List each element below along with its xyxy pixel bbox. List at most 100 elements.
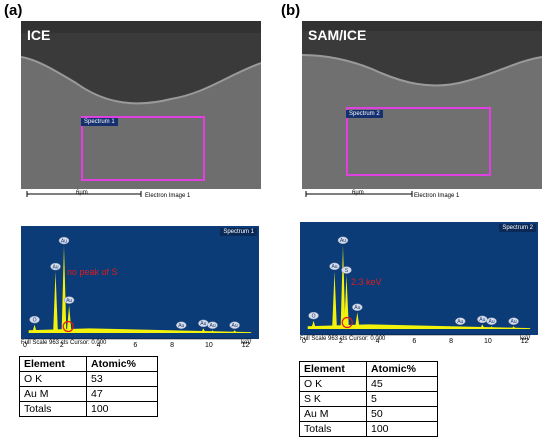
tick-label: 0 <box>302 338 306 345</box>
spectrum-peak <box>53 271 58 333</box>
peak-label: Au <box>511 319 517 325</box>
tick-label: 2 <box>60 342 64 349</box>
table-cell: Au M <box>299 406 367 422</box>
scale-text-a: 6µm <box>76 190 88 196</box>
peak-marker <box>58 236 70 245</box>
scale-text-b: 6µm <box>352 190 364 196</box>
peak-marker <box>352 303 363 312</box>
table-cell: 53 <box>86 371 158 387</box>
peak-marker <box>455 317 466 325</box>
continuum-fill <box>28 328 252 333</box>
peak-label: S <box>345 268 349 274</box>
eds-footer-a: Full Scale 963 cts Cursor: 0.000 <box>21 340 107 346</box>
peak-marker <box>176 321 187 329</box>
image-label-a: Electron Image 1 <box>145 193 191 199</box>
peak-label: Au <box>354 305 360 311</box>
tick-label: 12 <box>242 342 250 349</box>
peak-label: Au <box>178 323 184 329</box>
roi-label-a: Spectrum 1 <box>81 118 118 126</box>
spectrum-peak <box>354 312 360 329</box>
table-header-row: Element Atomic% <box>299 361 438 377</box>
table-cell: 50 <box>366 406 438 422</box>
sem-texture-b <box>302 21 542 189</box>
peak-marker <box>50 262 61 271</box>
spectrum-peak <box>340 245 346 329</box>
table-row: O K 53 <box>19 371 158 387</box>
scalebar-b: 6µm Electron Image 1 <box>302 189 542 209</box>
tick-label: 6 <box>412 338 416 345</box>
spectrum-peak <box>61 245 67 333</box>
peak-label: Au <box>200 321 206 327</box>
panel-b-letter: (b) <box>281 2 301 19</box>
tick-label: 8 <box>170 342 174 349</box>
peak-marker <box>29 315 40 324</box>
peak-label: Au <box>479 317 485 323</box>
peak-label: Au <box>488 319 494 325</box>
spectrum-peak <box>344 275 349 329</box>
table-cell: O K <box>299 376 367 392</box>
panel-a-letter: (a) <box>4 2 23 19</box>
table-cell: Totals <box>299 421 367 437</box>
peak-label: O <box>33 317 37 323</box>
peak-label: Au <box>61 238 67 244</box>
table-cell: 47 <box>86 386 158 402</box>
eds-footer-b: Full Scale 963 cts Cursor: 0.000 <box>300 336 386 342</box>
eds-spectrum-label-a: Spectrum 1 <box>220 228 257 236</box>
peak-label: O <box>312 313 316 319</box>
peak-label: Au <box>209 323 215 329</box>
annotation-circle <box>341 316 353 329</box>
spectrum-peak <box>32 324 37 333</box>
tick-label: 10 <box>205 342 213 349</box>
table-row: Au M 50 <box>299 406 438 422</box>
table-header-element: Element <box>19 356 87 372</box>
annotation-b: 2.3 keV <box>351 277 382 287</box>
peak-marker <box>63 296 75 304</box>
table-row: Totals 100 <box>299 421 438 437</box>
table-cell: O K <box>19 371 87 387</box>
peak-marker <box>207 321 218 329</box>
spectrum-peak <box>511 326 517 329</box>
peak-label: Au <box>457 319 463 325</box>
sem-label-a: ICE <box>27 27 51 43</box>
eds-chart-b: O Au Au S Au Au Au Au Au 0 2 4 6 8 10 12 Spectrum 2 Ful… <box>300 222 538 345</box>
peak-marker <box>308 311 319 320</box>
peak-label: Au <box>66 298 72 304</box>
roi-label-b: Spectrum 2 <box>346 110 383 118</box>
spectrum-peak <box>66 305 72 333</box>
eds-unit-a: keV <box>241 340 252 346</box>
eds-chart-a: O Au Au Au Au Au Au Au 0 2 4 6 8 10 12 Spectrum 1 Full… <box>21 226 259 349</box>
sem-label-b: SAM/ICE <box>308 27 367 43</box>
peak-marker <box>508 317 519 325</box>
tick-label: 6 <box>133 342 137 349</box>
peak-marker <box>337 236 349 245</box>
table-cell: 5 <box>366 391 438 407</box>
peak-label: Au <box>52 264 58 270</box>
annotation-a: no peak of S <box>67 267 118 277</box>
table-cell: Totals <box>19 401 87 417</box>
spectrum-peak <box>457 326 463 329</box>
tick-label: 2 <box>339 338 343 345</box>
spectrum-roi-b <box>346 107 491 176</box>
table-row: O K 45 <box>299 376 438 392</box>
peak-marker <box>329 262 340 271</box>
peak-label: Au <box>340 238 346 244</box>
peak-label: Au <box>232 323 238 329</box>
sem-image-b: SAM/ICE Spectrum 2 <box>302 21 542 189</box>
spectrum-roi-a <box>81 116 205 181</box>
table-cell: Au M <box>19 386 87 402</box>
peak-marker <box>341 266 352 274</box>
spectrum-peak <box>210 330 215 333</box>
image-label-b: Electron Image 1 <box>414 193 460 199</box>
sem-texture-a <box>21 21 261 189</box>
peak-marker <box>229 321 240 329</box>
spectrum-peak <box>332 271 337 329</box>
spectrum-peak <box>479 324 485 329</box>
peak-label: Au <box>331 264 337 270</box>
spectrum-peak <box>200 328 206 333</box>
table-header-atomic: Atomic% <box>86 356 158 372</box>
tick-label: 0 <box>23 342 27 349</box>
table-cell: 45 <box>366 376 438 392</box>
table-cell: 100 <box>366 421 438 437</box>
tick-label: 12 <box>521 338 529 345</box>
